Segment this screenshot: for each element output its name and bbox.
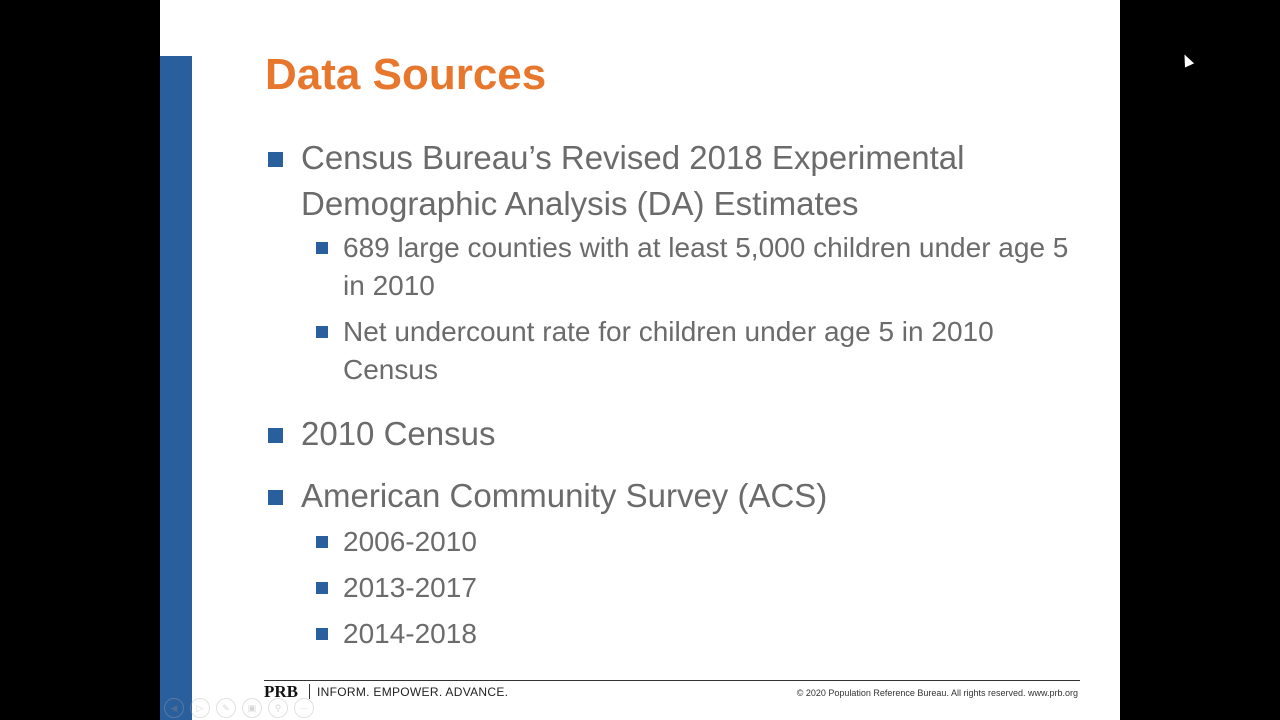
bullet-l2: 689 large counties with at least 5,000 c…	[266, 229, 1086, 305]
more-options-icon[interactable]: ⋯	[294, 698, 314, 718]
mouse-cursor-icon	[1179, 52, 1195, 68]
bullet-l2: 2014-2018	[266, 615, 1086, 653]
prb-logo: PRB	[264, 682, 298, 701]
bullet-l1: 2010 Census	[266, 411, 1086, 457]
slides-icon[interactable]: ▣	[242, 698, 262, 718]
zoom-icon[interactable]: ⚲	[268, 698, 288, 718]
square-bullet-icon	[268, 490, 283, 505]
slide-title: Data Sources	[265, 50, 547, 99]
square-bullet-icon	[316, 628, 328, 640]
square-bullet-icon	[268, 428, 283, 443]
bullet-l2: 2013-2017	[266, 569, 1086, 607]
footer-divider	[264, 680, 1080, 681]
footer-copyright: © 2020 Population Reference Bureau. All …	[796, 688, 1078, 698]
bullet-l1: Census Bureau’s Revised 2018 Experimenta…	[266, 135, 1086, 227]
footer-tagline: INFORM. EMPOWER. ADVANCE.	[317, 685, 509, 699]
slide-content: Census Bureau’s Revised 2018 Experimenta…	[266, 135, 1086, 653]
square-bullet-icon	[268, 152, 283, 167]
square-bullet-icon	[316, 326, 328, 338]
slide: Data Sources Census Bureau’s Revised 201…	[160, 0, 1120, 720]
bullet-l2: 2006-2010	[266, 523, 1086, 561]
accent-bar	[160, 56, 192, 720]
previous-slide-icon[interactable]: ◀	[164, 698, 184, 718]
slideshow-controls: ◀ ▷ ✎ ▣ ⚲ ⋯	[164, 698, 314, 718]
bullet-l2: Net undercount rate for children under a…	[266, 313, 1086, 389]
square-bullet-icon	[316, 242, 328, 254]
next-slide-icon[interactable]: ▷	[190, 698, 210, 718]
pen-icon[interactable]: ✎	[216, 698, 236, 718]
square-bullet-icon	[316, 582, 328, 594]
square-bullet-icon	[316, 536, 328, 548]
bullet-l1: American Community Survey (ACS)	[266, 473, 1086, 519]
logo-separator	[309, 684, 310, 699]
